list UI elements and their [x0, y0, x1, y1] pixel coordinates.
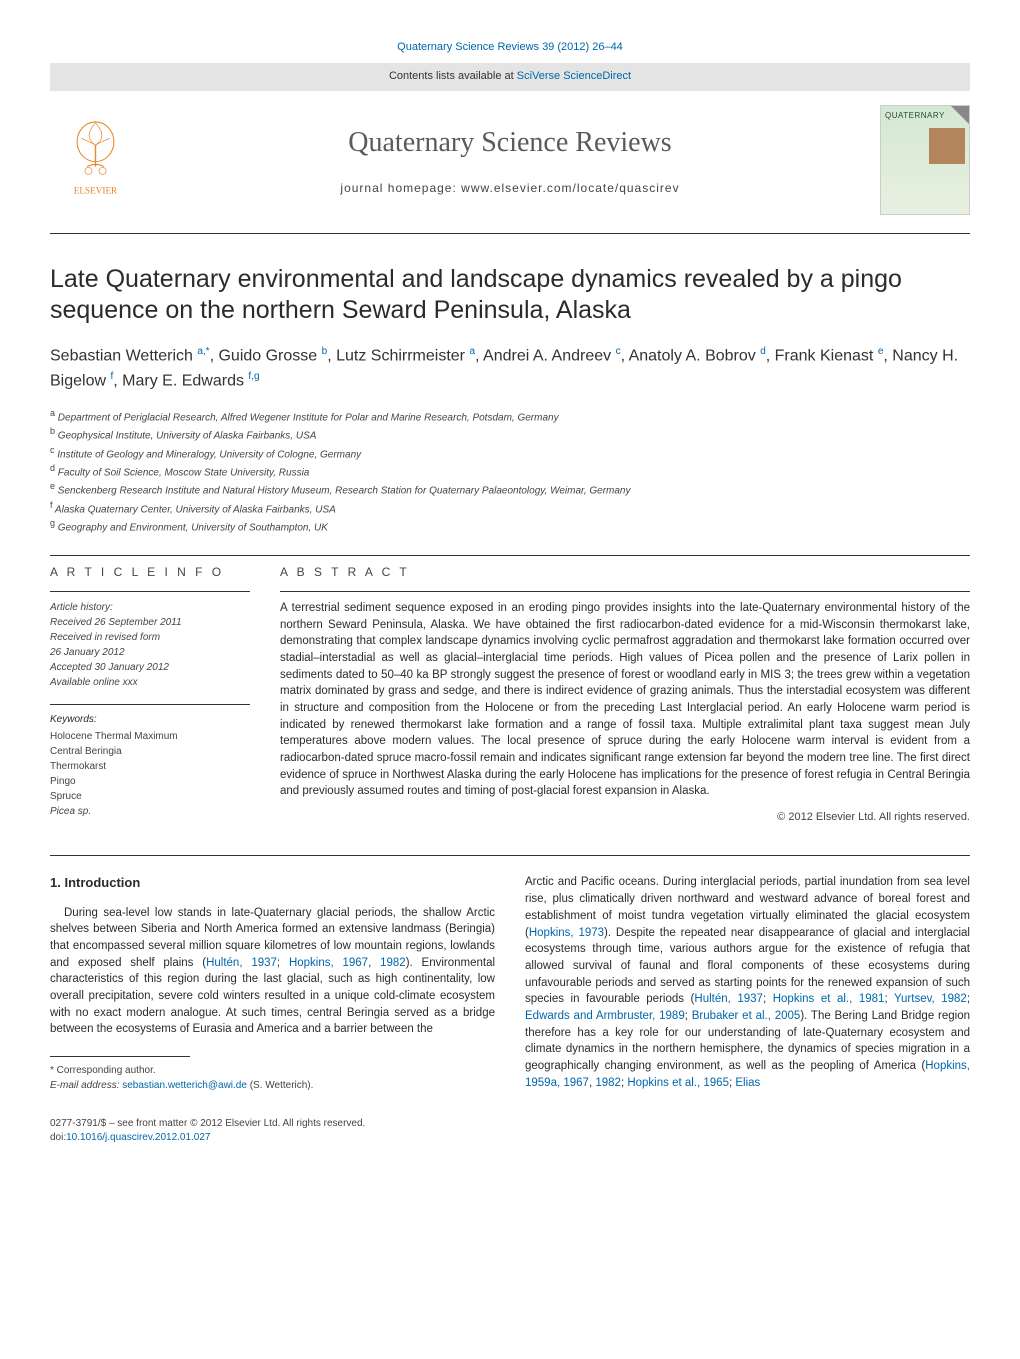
citation-link[interactable]: 1982: [380, 957, 406, 969]
author-email[interactable]: sebastian.wetterich@awi.de: [122, 1080, 247, 1091]
body-text: ;: [763, 993, 773, 1005]
citation-link[interactable]: Elias: [735, 1077, 760, 1089]
doi-link[interactable]: 10.1016/j.quascirev.2012.01.027: [66, 1132, 210, 1143]
doi-prefix: doi:: [50, 1132, 66, 1143]
body-text: ;: [277, 957, 289, 969]
contents-prefix: Contents lists available at: [389, 70, 517, 82]
intro-paragraph-left: During sea-level low stands in late-Quat…: [50, 905, 495, 1038]
abstract-text: A terrestrial sediment sequence exposed …: [280, 600, 970, 800]
svg-text:ELSEVIER: ELSEVIER: [73, 186, 117, 196]
citation-link[interactable]: Brubaker et al., 2005: [692, 1010, 801, 1022]
divider: [50, 591, 250, 592]
divider: [50, 704, 250, 705]
history-label: Article history:: [50, 600, 250, 615]
affiliation-item: c Institute of Geology and Mineralogy, U…: [50, 444, 970, 462]
affiliation-item: b Geophysical Institute, University of A…: [50, 425, 970, 443]
footnote-divider: [50, 1056, 190, 1057]
history-line: 26 January 2012: [50, 645, 250, 660]
divider: [50, 555, 970, 556]
keyword-item: Holocene Thermal Maximum: [50, 729, 250, 744]
keyword-item: Pingo: [50, 774, 250, 789]
keyword-item: Picea sp.: [50, 804, 250, 819]
body-text: ;: [685, 1010, 692, 1022]
corresponding-label: * Corresponding author.: [50, 1063, 495, 1078]
citation-link[interactable]: Hopkins et al., 1965: [627, 1077, 729, 1089]
affiliation-item: e Senckenberg Research Institute and Nat…: [50, 480, 970, 498]
body-text: ;: [884, 993, 894, 1005]
citation-link[interactable]: Hopkins, 1973: [529, 927, 604, 939]
journal-header: ELSEVIER Quaternary Science Reviews jour…: [50, 95, 970, 234]
corresponding-author-footnote: * Corresponding author. E-mail address: …: [50, 1063, 495, 1093]
sciencedirect-link[interactable]: SciVerse ScienceDirect: [517, 70, 631, 82]
homepage-url[interactable]: www.elsevier.com/locate/quascirev: [461, 181, 679, 195]
footer-copyright: 0277-3791/$ – see front matter © 2012 El…: [50, 1117, 495, 1131]
introduction-heading: 1. Introduction: [50, 874, 495, 892]
affiliation-item: d Faculty of Soil Science, Moscow State …: [50, 462, 970, 480]
citation-link[interactable]: Yurtsev, 1982: [894, 993, 967, 1005]
keyword-item: Thermokarst: [50, 759, 250, 774]
body-text: ;: [967, 993, 970, 1005]
history-line: Available online xxx: [50, 675, 250, 690]
article-history: Article history: Received 26 September 2…: [50, 600, 250, 690]
email-suffix: (S. Wetterich).: [247, 1080, 314, 1091]
author-list: Sebastian Wetterich a,*, Guido Grosse b,…: [50, 344, 970, 393]
citation-link[interactable]: Hopkins et al., 1981: [773, 993, 885, 1005]
citation-link[interactable]: Edwards and Armbruster, 1989: [525, 1010, 685, 1022]
keywords-label: Keywords:: [50, 713, 250, 727]
affiliation-list: a Department of Periglacial Research, Al…: [50, 407, 970, 535]
journal-homepage: journal homepage: www.elsevier.com/locat…: [140, 180, 880, 197]
abstract-copyright: © 2012 Elsevier Ltd. All rights reserved…: [280, 810, 970, 825]
contents-bar: Contents lists available at SciVerse Sci…: [50, 63, 970, 90]
elsevier-logo: ELSEVIER: [50, 115, 140, 205]
homepage-prefix: journal homepage:: [340, 181, 461, 195]
keyword-item: Central Beringia: [50, 744, 250, 759]
article-info-heading: A R T I C L E I N F O: [50, 564, 250, 581]
divider: [50, 855, 970, 856]
abstract-heading: A B S T R A C T: [280, 564, 970, 581]
journal-title: Quaternary Science Reviews: [140, 123, 880, 162]
cover-tile: [929, 128, 965, 164]
keyword-item: Spruce: [50, 789, 250, 804]
body-text: ,: [368, 957, 380, 969]
divider: [280, 591, 970, 592]
citation-link[interactable]: Hopkins, 1967: [289, 957, 368, 969]
elsevier-tree-icon: ELSEVIER: [53, 117, 138, 202]
email-label: E-mail address:: [50, 1080, 122, 1091]
paper-title: Late Quaternary environmental and landsc…: [50, 264, 970, 327]
citation-link[interactable]: 1982: [595, 1077, 621, 1089]
history-line: Received 26 September 2011: [50, 615, 250, 630]
intro-paragraph-right: Arctic and Pacific oceans. During interg…: [525, 874, 970, 1091]
history-line: Received in revised form: [50, 630, 250, 645]
citation-link[interactable]: Hultén, 1937: [206, 957, 277, 969]
page-footer: 0277-3791/$ – see front matter © 2012 El…: [50, 1117, 495, 1145]
keywords-list: Holocene Thermal MaximumCentral Beringia…: [50, 729, 250, 819]
history-line: Accepted 30 January 2012: [50, 660, 250, 675]
affiliation-item: f Alaska Quaternary Center, University o…: [50, 499, 970, 517]
journal-cover-thumbnail: QUATERNARY: [880, 105, 970, 215]
affiliation-item: a Department of Periglacial Research, Al…: [50, 407, 970, 425]
affiliation-item: g Geography and Environment, University …: [50, 517, 970, 535]
ribbon-icon: [951, 106, 969, 124]
citation-link[interactable]: Hultén, 1937: [694, 993, 763, 1005]
citation-link[interactable]: Quaternary Science Reviews 39 (2012) 26–…: [50, 40, 970, 55]
